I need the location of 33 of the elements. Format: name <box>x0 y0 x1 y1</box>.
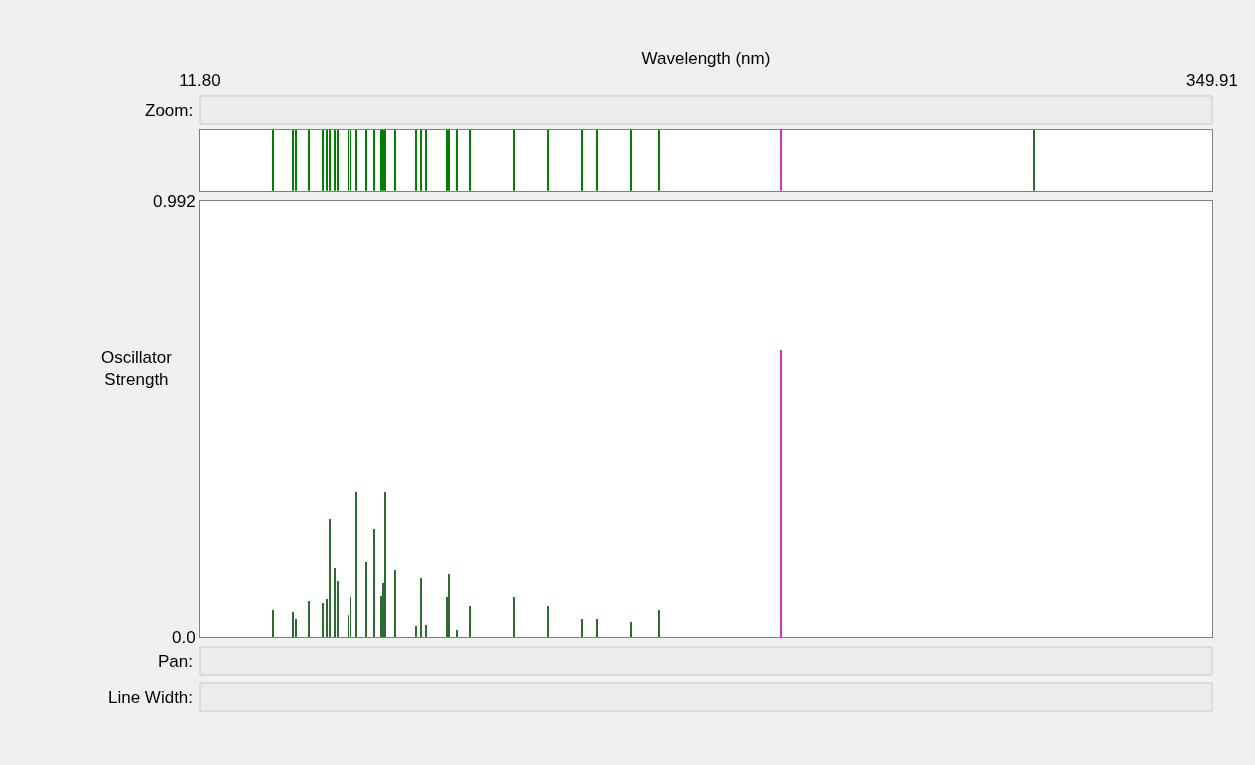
bar <box>329 518 331 637</box>
bar <box>448 573 450 637</box>
bar <box>780 349 782 637</box>
text: Pan: <box>158 652 193 671</box>
x-tick-label: 349.91 <box>1186 71 1238 91</box>
bar <box>365 561 367 637</box>
bar <box>469 605 471 637</box>
y-tick-label: 0.992 <box>153 191 196 211</box>
y-axis-title: Oscillator Strength <box>101 348 173 390</box>
bar <box>630 621 632 637</box>
text: Line Width: <box>108 688 194 707</box>
bar <box>415 625 417 637</box>
y-tick-label: 0.0 <box>171 627 196 647</box>
bar <box>308 600 310 637</box>
bar <box>513 596 515 637</box>
bar <box>456 629 458 637</box>
bar <box>425 624 427 637</box>
bar <box>394 569 396 637</box>
bar <box>272 609 274 637</box>
bar <box>373 528 375 637</box>
x-axis-title: Wavelength (nm) <box>641 48 771 68</box>
bar <box>547 605 549 637</box>
bar <box>322 602 324 637</box>
text: Zoom: <box>145 101 194 120</box>
bar <box>658 609 660 637</box>
bar <box>420 577 422 637</box>
bar <box>355 491 357 637</box>
bar <box>596 618 598 637</box>
bar <box>384 491 386 637</box>
x-tick-label: 11.80 <box>179 71 221 91</box>
bar <box>334 567 336 637</box>
bar <box>292 611 294 637</box>
bar <box>581 618 583 637</box>
